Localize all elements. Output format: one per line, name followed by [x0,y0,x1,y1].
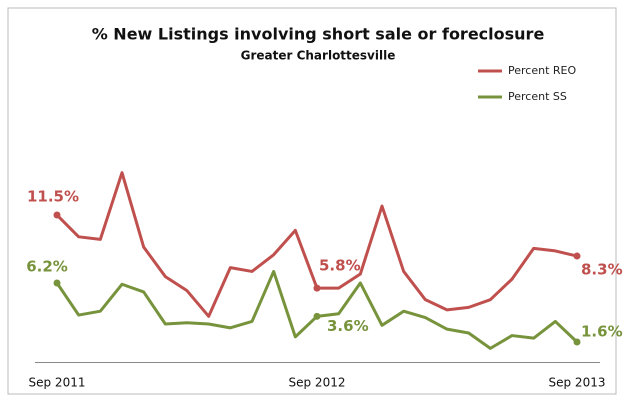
data-label: 1.6% [581,322,623,340]
chart-title: % New Listings involving short sale or f… [92,25,545,44]
point-marker [573,338,581,346]
chart-subtitle: Greater Charlottesville [241,49,396,63]
point-marker [573,252,581,260]
legend-label: Percent REO [508,64,576,77]
data-label: 11.5% [27,188,79,206]
chart-border [7,7,617,395]
x-tick-label: Sep 2011 [29,376,86,390]
x-tick-label: Sep 2012 [289,376,346,390]
data-label: 8.3% [581,261,623,279]
point-marker [53,279,61,287]
data-label: 6.2% [26,257,68,275]
point-marker [313,312,321,320]
data-label: 5.8% [319,257,361,275]
point-marker [313,284,321,292]
legend-label: Percent SS [508,90,567,103]
x-tick-label: Sep 2013 [549,376,606,390]
data-label: 3.6% [327,317,369,335]
point-marker [53,211,61,219]
